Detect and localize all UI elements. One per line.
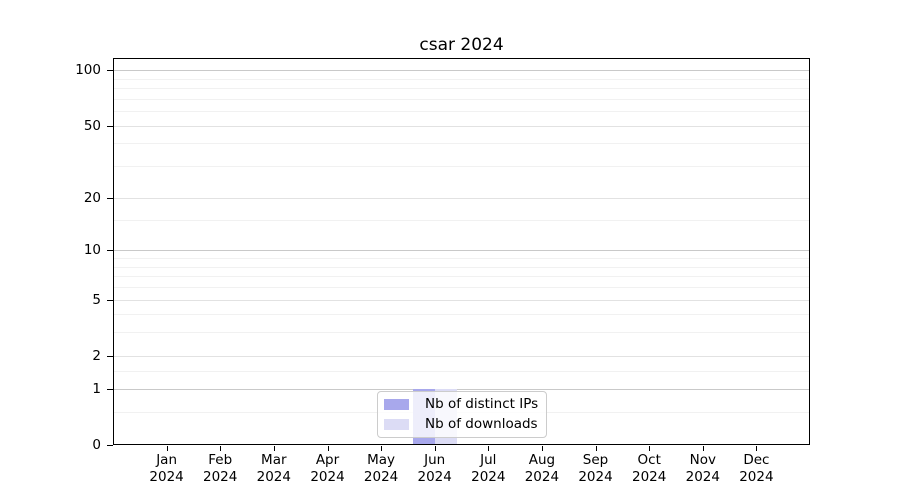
gridline-minor <box>114 111 809 113</box>
gridline-minor <box>114 276 809 278</box>
x-tick-label: Jun 2024 <box>417 452 452 485</box>
x-tick <box>649 446 651 451</box>
y-tick-label: 100 <box>75 62 101 79</box>
y-tick <box>107 250 113 252</box>
x-tick <box>541 446 543 451</box>
y-tick-label: 0 <box>92 437 101 453</box>
x-tick-label: Jan 2024 <box>149 452 184 485</box>
legend-item-downloads: Nb of downloads <box>384 416 538 433</box>
x-tick <box>327 446 329 451</box>
x-tick <box>434 446 436 451</box>
y-tick-label: 50 <box>83 117 101 134</box>
plot-area <box>113 58 810 445</box>
x-tick-label: Feb 2024 <box>203 452 238 485</box>
gridline-minor <box>114 78 809 80</box>
x-tick <box>595 446 597 451</box>
x-tick-label: Jul 2024 <box>471 452 506 485</box>
y-tick-label: 5 <box>92 291 101 308</box>
legend-item-distinct-ips: Nb of distinct IPs <box>384 396 538 413</box>
y-tick <box>107 70 113 72</box>
x-tick-label: Nov 2024 <box>685 452 720 485</box>
y-tick <box>107 388 113 390</box>
gridline-major <box>114 388 809 390</box>
x-tick-label: May 2024 <box>363 452 399 485</box>
y-tick <box>107 445 113 446</box>
legend-label-downloads: Nb of downloads <box>425 416 538 432</box>
y-tick <box>107 197 113 199</box>
x-tick-label: Aug 2024 <box>524 452 560 485</box>
y-tick <box>107 299 113 301</box>
gridline-minor <box>114 98 809 100</box>
y-tick <box>107 355 113 357</box>
gridline-minor <box>114 332 809 334</box>
legend-label-distinct-ips: Nb of distinct IPs <box>425 396 539 412</box>
x-tick-label: Sep 2024 <box>578 452 613 485</box>
gridline-minor <box>114 314 809 316</box>
gridline-minor <box>114 258 809 259</box>
x-tick <box>166 446 168 451</box>
y-tick <box>107 125 113 127</box>
x-tick-label: Oct 2024 <box>632 452 667 485</box>
x-tick-label: Dec 2024 <box>739 452 774 485</box>
x-tick-label: Apr 2024 <box>310 452 345 485</box>
gridline-minor <box>114 287 809 288</box>
x-tick-label: Mar 2024 <box>256 452 291 485</box>
x-tick <box>702 446 704 451</box>
gridline-minor <box>114 143 809 145</box>
y-tick-label: 1 <box>92 380 101 397</box>
gridline-major <box>114 125 809 127</box>
gridline-minor <box>114 266 809 268</box>
x-tick <box>273 446 275 451</box>
x-tick <box>381 446 383 451</box>
y-tick-label: 20 <box>83 189 101 206</box>
x-tick <box>488 446 490 451</box>
chart-title: csar 2024 <box>419 35 504 55</box>
gridline-major <box>114 70 809 72</box>
legend-swatch-distinct-ips-icon <box>384 399 409 410</box>
y-tick-label: 10 <box>83 242 101 259</box>
gridline-minor <box>114 219 809 221</box>
y-tick-label: 2 <box>92 347 101 364</box>
legend-swatch-downloads-icon <box>384 419 409 430</box>
gridline-minor <box>114 370 809 372</box>
x-tick <box>756 446 758 451</box>
gridline-major <box>114 299 809 301</box>
legend: Nb of distinct IPs Nb of downloads <box>377 391 547 438</box>
x-tick <box>220 446 222 451</box>
gridline-major <box>114 197 809 199</box>
gridline-major <box>114 355 809 357</box>
gridline-minor <box>114 88 809 90</box>
gridline-major <box>114 250 809 252</box>
gridline-minor <box>114 166 809 168</box>
